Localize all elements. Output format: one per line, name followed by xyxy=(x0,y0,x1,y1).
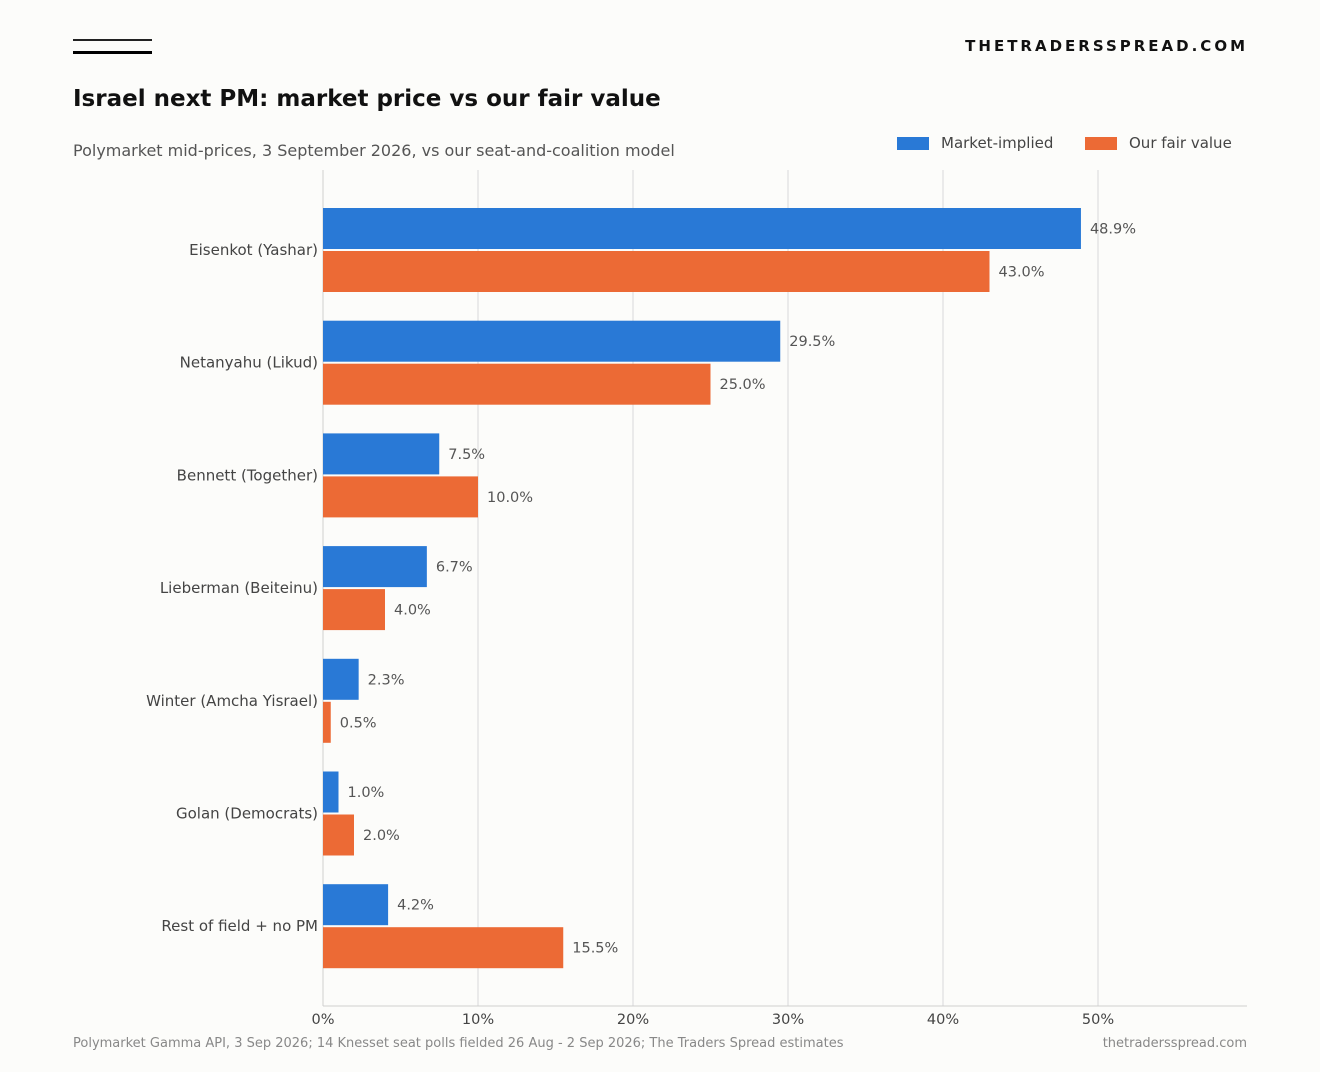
bar-market-implied xyxy=(323,433,440,475)
data-label: 2.3% xyxy=(368,672,405,688)
category-label: Rest of field + no PM xyxy=(161,917,318,935)
data-label: 25.0% xyxy=(720,377,766,393)
x-tick-label: 0% xyxy=(311,1012,334,1028)
data-label: 6.7% xyxy=(436,560,473,576)
x-tick-label: 30% xyxy=(772,1012,804,1028)
category-label: Bennett (Together) xyxy=(177,466,318,484)
data-label: 10.0% xyxy=(487,490,533,506)
data-label: 43.0% xyxy=(999,265,1045,281)
data-label: 2.0% xyxy=(363,828,400,844)
legend-label-fair-value: Our fair value xyxy=(1129,134,1232,152)
category-label: Winter (Amcha Yisrael) xyxy=(146,692,318,710)
data-label: 1.0% xyxy=(348,785,385,801)
data-label: 15.5% xyxy=(572,941,618,957)
category-label: Eisenkot (Yashar) xyxy=(189,241,318,259)
bar-market-implied xyxy=(323,884,389,926)
bar-fair-value xyxy=(323,251,990,292)
chart-title: Israel next PM: market price vs our fair… xyxy=(73,86,661,112)
bar-market-implied xyxy=(323,771,339,813)
data-label: 29.5% xyxy=(789,334,835,350)
x-tick-label: 20% xyxy=(617,1012,649,1028)
legend-label-market-implied: Market-implied xyxy=(941,134,1054,152)
bar-market-implied xyxy=(323,658,359,700)
bar-fair-value xyxy=(323,701,331,743)
source-note: Polymarket Gamma API, 3 Sep 2026; 14 Kne… xyxy=(73,1036,844,1051)
chart-subtitle: Polymarket mid-prices, 3 September 2026,… xyxy=(73,141,675,160)
bar-fair-value xyxy=(323,927,564,969)
double-line-logo-icon xyxy=(73,38,153,54)
site-name: THETRADERSSPREAD.COM xyxy=(965,37,1248,55)
bar-market-implied xyxy=(323,546,427,588)
x-tick-label: 50% xyxy=(1082,1012,1114,1028)
bar-fair-value xyxy=(323,476,478,518)
x-tick-label: 40% xyxy=(927,1012,959,1028)
bar-fair-value xyxy=(323,363,711,405)
data-label: 7.5% xyxy=(448,447,485,463)
category-label: Golan (Democrats) xyxy=(176,805,318,823)
category-label: Lieberman (Beiteinu) xyxy=(160,579,318,597)
bar-market-implied xyxy=(323,320,781,362)
footer-site: thetradersspread.com xyxy=(1102,1036,1247,1051)
legend-swatch-market-implied xyxy=(897,136,929,150)
data-label: 0.5% xyxy=(340,715,377,731)
bar-market-implied xyxy=(323,208,1081,249)
legend-item-market-implied: Market-implied xyxy=(897,134,1053,152)
legend-swatch-fair-value xyxy=(1085,136,1117,150)
bar-fair-value xyxy=(323,589,385,631)
x-tick-label: 10% xyxy=(462,1012,494,1028)
category-label: Netanyahu (Likud) xyxy=(180,354,318,372)
bar-fair-value xyxy=(323,814,354,856)
data-label: 48.9% xyxy=(1090,222,1136,238)
legend-item-fair-value: Our fair value xyxy=(1085,134,1232,152)
data-label: 4.0% xyxy=(394,603,431,619)
data-label: 4.2% xyxy=(397,898,434,914)
